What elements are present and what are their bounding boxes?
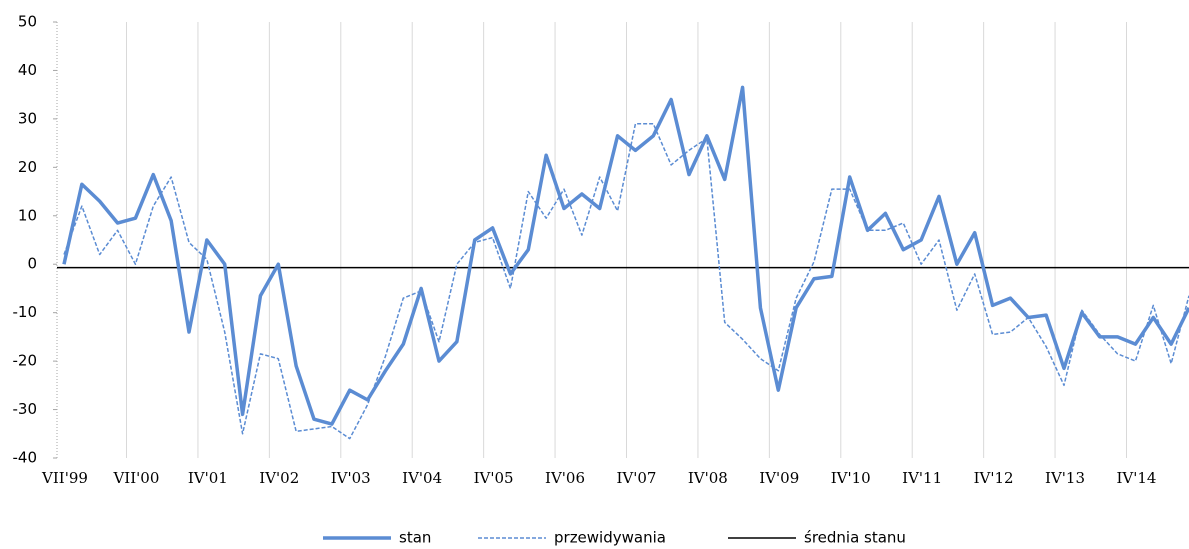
y-tick-label: 10 — [18, 206, 37, 224]
y-tick-label: 40 — [18, 61, 37, 79]
y-tick-label: 0 — [27, 255, 37, 273]
x-tick-label: IV'08 — [688, 469, 728, 487]
x-tick-label: IV'11 — [902, 469, 942, 487]
x-tick-label: IV'05 — [474, 469, 514, 487]
legend-label: średnia stanu — [804, 529, 906, 547]
legend-label: przewidywania — [554, 529, 666, 547]
x-tick-label: IV'07 — [616, 469, 656, 487]
y-tick-label: 50 — [18, 13, 37, 31]
y-tick-label: -40 — [13, 449, 38, 467]
x-tick-label: IV'04 — [402, 469, 442, 487]
x-tick-label: IV'03 — [331, 469, 371, 487]
x-tick-label: IV'13 — [1045, 469, 1085, 487]
series-line — [63, 122, 1189, 440]
y-tick-label: 20 — [18, 158, 37, 176]
x-tick-label: IV'12 — [974, 469, 1014, 487]
y-tick-label: -20 — [13, 352, 38, 370]
x-tick-label: IV'09 — [759, 469, 799, 487]
series-line — [62, 85, 1189, 426]
y-tick-label: 30 — [18, 109, 37, 127]
y-tick-label: -30 — [13, 400, 38, 418]
x-tick-label: IV'01 — [188, 469, 228, 487]
x-tick-label: IV'02 — [259, 469, 299, 487]
x-tick-label: VII'00 — [112, 469, 159, 487]
x-tick-label: IV'14 — [1116, 469, 1156, 487]
legend-label: stan — [399, 529, 431, 547]
x-tick-label: IV'06 — [545, 469, 585, 487]
x-tick-label: IV'10 — [831, 469, 871, 487]
x-tick-label: VII'99 — [41, 469, 88, 487]
y-tick-label: -10 — [13, 303, 38, 321]
